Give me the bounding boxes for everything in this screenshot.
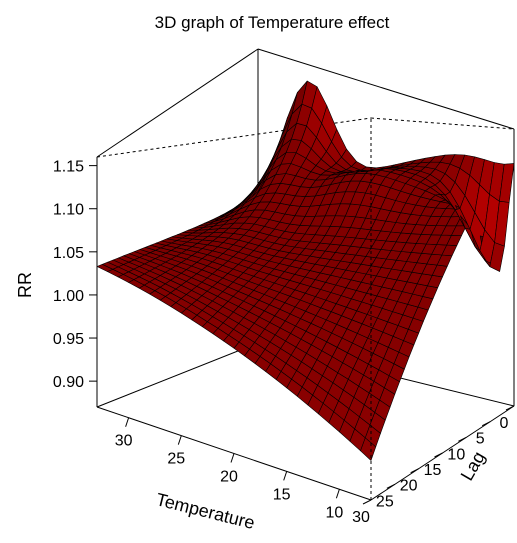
x-tick-mark [230, 453, 235, 463]
x-axis: 30 25 20 15 10 [115, 417, 343, 521]
x-tick-label: 15 [273, 486, 291, 503]
x-tick-mark [283, 471, 288, 481]
y-tick-mark [410, 468, 419, 474]
x-tick-label: 30 [115, 433, 133, 450]
z-tick-label: 1.05 [53, 245, 84, 262]
z-tick-label: 0.95 [53, 331, 84, 348]
z-axis-label: RR [15, 272, 35, 298]
y-tick-mark [362, 499, 372, 505]
y-tick-mark [458, 436, 467, 442]
z-tick-label: 1.00 [53, 288, 84, 305]
x-axis-label: Temperature [154, 489, 257, 533]
y-tick-label: 5 [476, 431, 485, 448]
y-tick-label: 10 [447, 446, 465, 463]
x-tick-label: 25 [167, 451, 185, 468]
y-axis: 05 10 15 20 25 30 [352, 405, 515, 526]
y-tick-label: 20 [400, 478, 418, 495]
z-axis: 1.15 1.10 1.05 1.00 0.95 0.90 [53, 159, 97, 391]
chart-title: 3D graph of Temperature effect [155, 13, 390, 32]
y-tick-mark [505, 405, 515, 411]
x-tick-mark [177, 435, 182, 445]
y-tick-label: 30 [352, 509, 370, 526]
surface-facet [499, 163, 515, 203]
y-tick-mark [481, 421, 491, 427]
x-tick-mark [335, 489, 340, 499]
z-tick-label: 1.10 [53, 202, 84, 219]
y-tick-mark [434, 452, 443, 458]
z-tick-label: 0.90 [53, 374, 84, 391]
y-tick-label: 0 [500, 415, 509, 432]
y-tick-label: 25 [376, 493, 394, 510]
x-tick-mark [125, 417, 130, 427]
surface-mesh [96, 80, 515, 461]
x-tick-label: 10 [325, 504, 343, 521]
y-tick-mark [386, 483, 396, 489]
y-tick-label: 15 [424, 462, 442, 479]
z-tick-label: 1.15 [53, 159, 84, 176]
x-tick-label: 20 [220, 469, 238, 486]
